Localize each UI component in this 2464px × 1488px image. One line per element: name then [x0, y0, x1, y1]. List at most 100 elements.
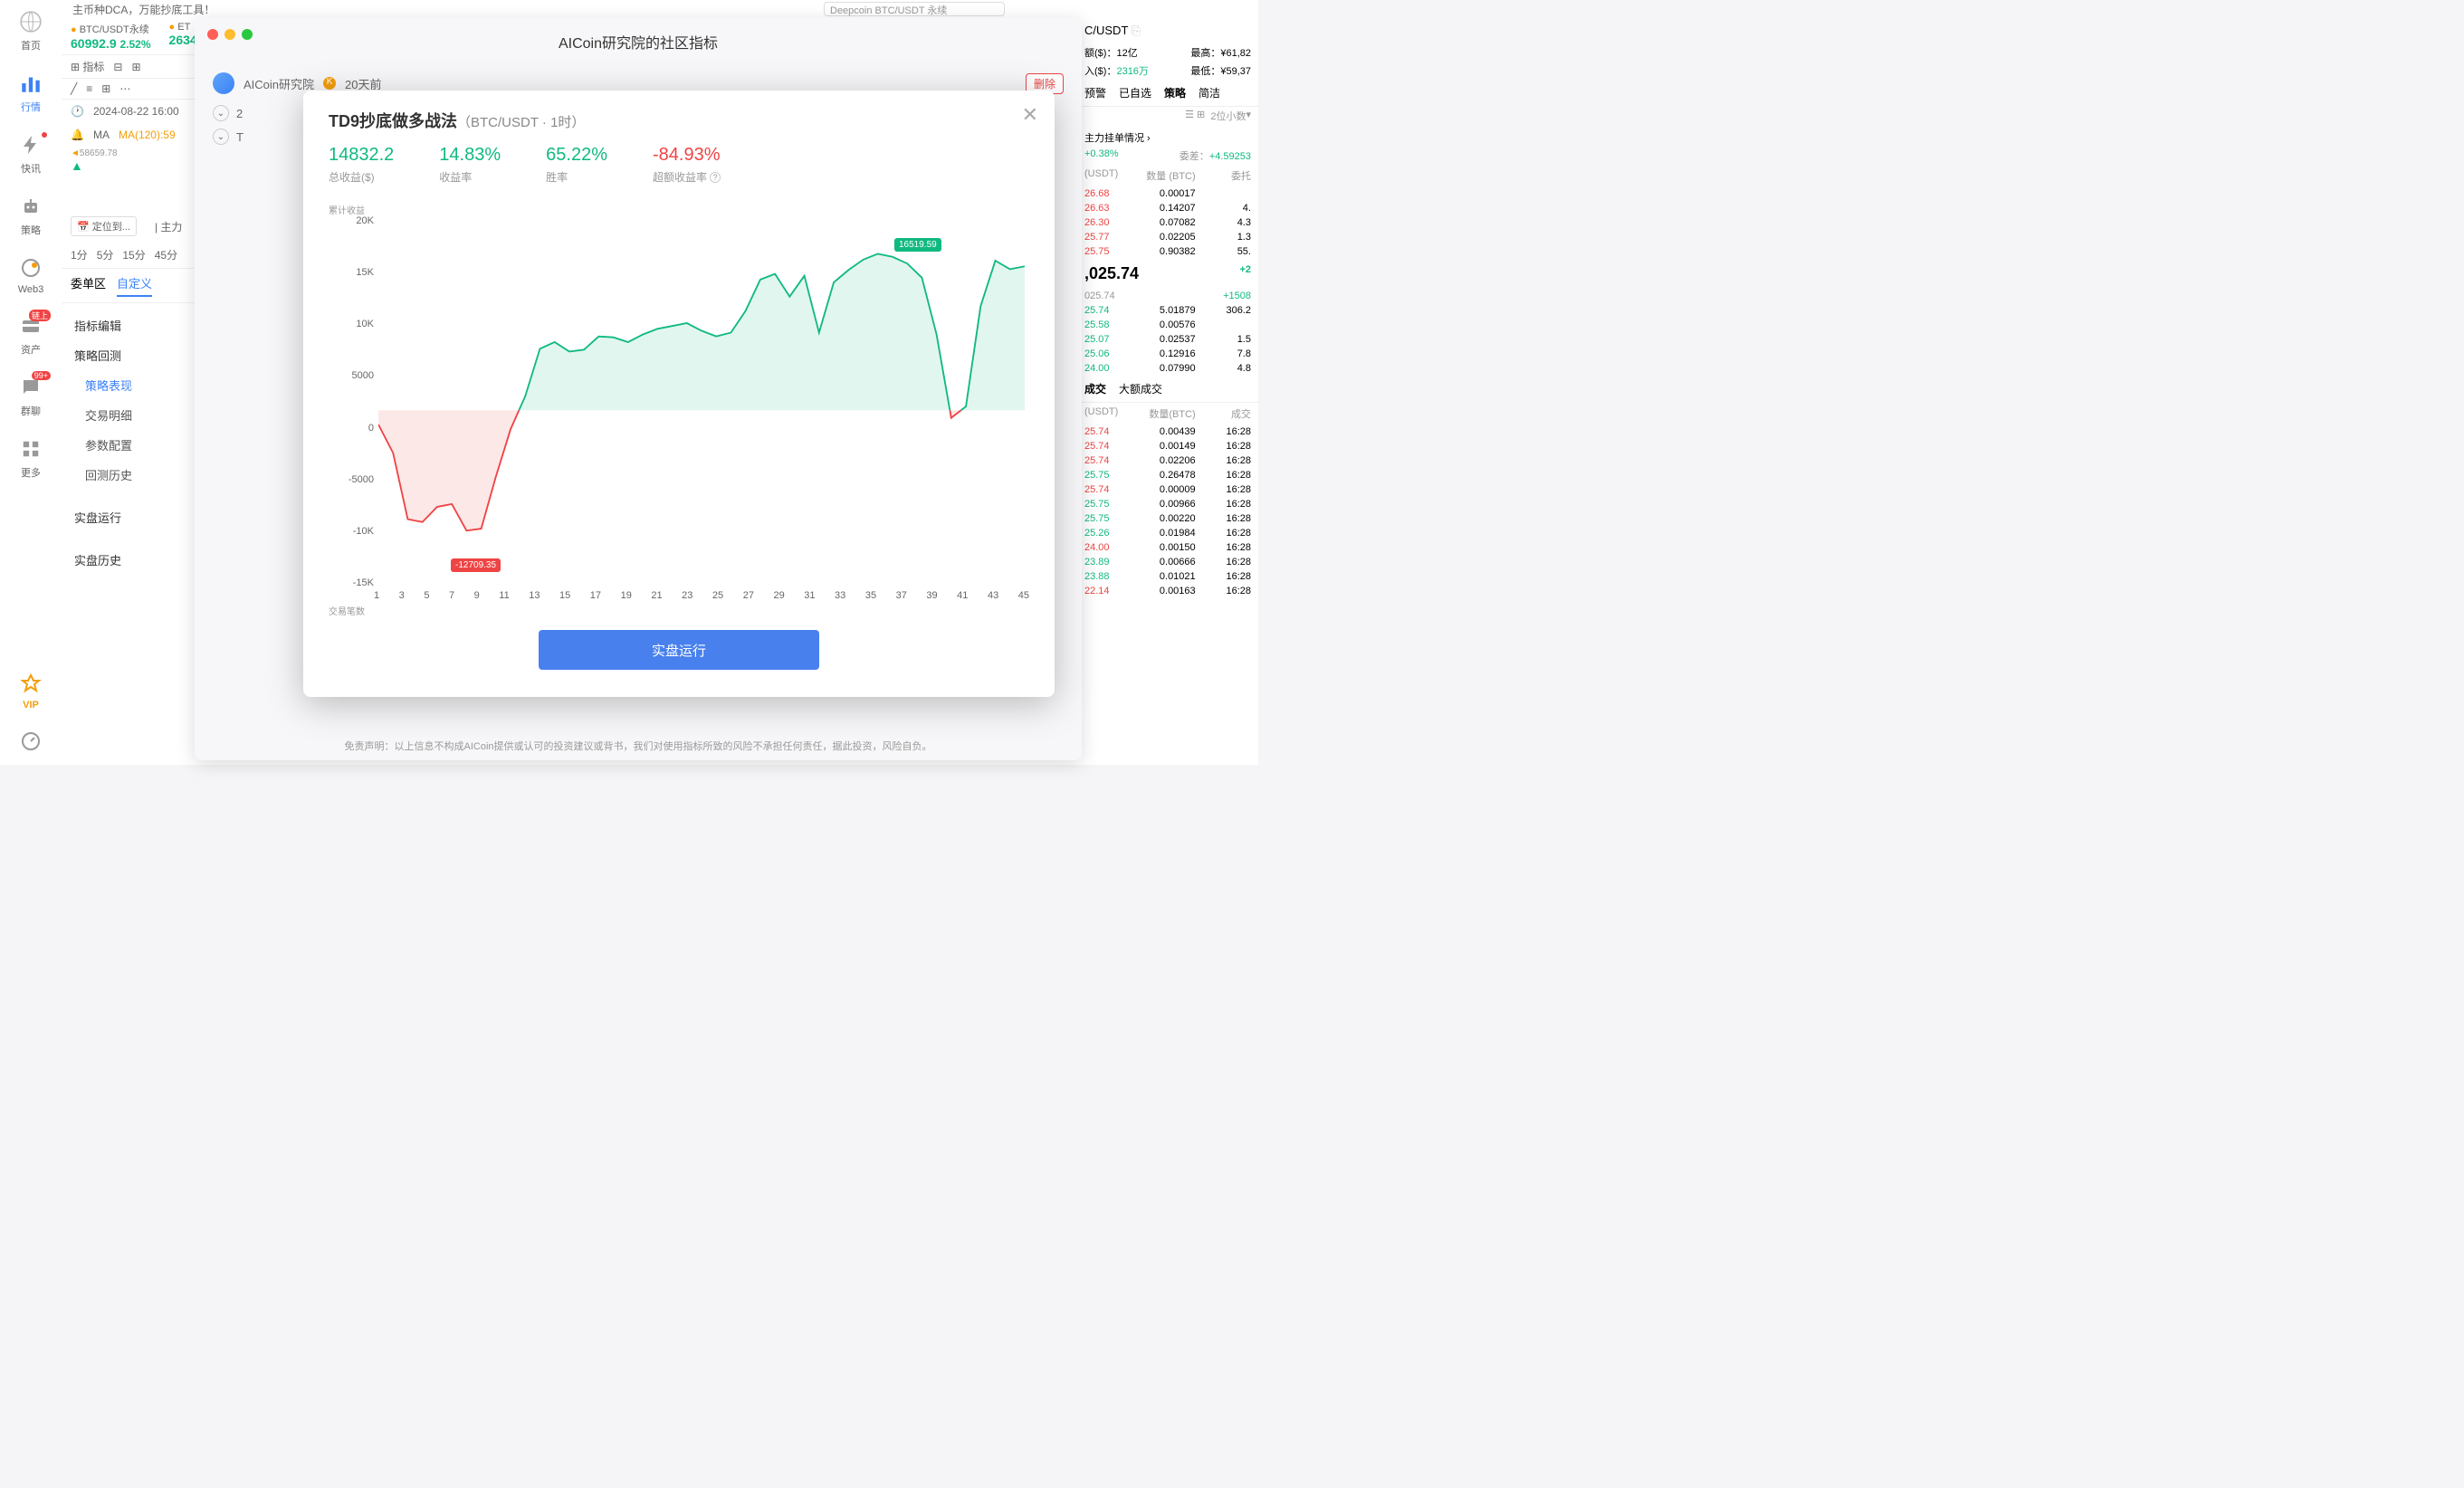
bid-row[interactable]: 25.060.129167.8: [1077, 347, 1258, 361]
badge: 99+: [32, 371, 51, 380]
chevron-down-icon[interactable]: ⌄: [213, 105, 229, 121]
bid-row[interactable]: 25.580.00576: [1077, 318, 1258, 332]
modal-stats: 14832.2总收益($)14.83%收益率65.22%胜率-84.93%超额收…: [329, 145, 1029, 185]
row-label: T: [236, 130, 244, 144]
verified-icon: K: [323, 77, 336, 90]
y-tick: 15K: [356, 267, 374, 278]
tf-15m[interactable]: 15分: [122, 247, 145, 262]
line-icon[interactable]: ╱: [71, 82, 77, 95]
pair-name: ● BTC/USDT永续: [71, 22, 151, 36]
y-title: 累计收益: [329, 203, 365, 216]
y-tick: 5000: [352, 370, 374, 381]
sidebar-news[interactable]: 快讯: [0, 132, 62, 176]
x-tick: 3: [399, 590, 405, 601]
sidebar-assets[interactable]: 链上 资产: [0, 313, 62, 357]
x-tick: 11: [499, 590, 509, 601]
sidebar-market[interactable]: 行情: [0, 71, 62, 114]
window-controls: [195, 18, 265, 51]
stat-col: 14832.2总收益($): [329, 145, 394, 185]
vip-label: VIP: [23, 700, 39, 711]
orderbook: (USDT)数量 (BTC)委托 26.680.0001726.630.1420…: [1077, 165, 1258, 376]
plus-icon[interactable]: ⊞: [101, 82, 110, 95]
sidebar-settings[interactable]: [0, 729, 62, 754]
indicator-icon[interactable]: ⊞ 指标: [71, 59, 104, 74]
sidebar-strategy[interactable]: 策略: [0, 194, 62, 237]
tab-trades[interactable]: 成交: [1084, 381, 1106, 396]
x-tick: 19: [621, 590, 632, 601]
gauge-icon: [18, 729, 43, 754]
sidebar-web3[interactable]: Web3: [0, 255, 62, 295]
y-tick: 20K: [356, 215, 374, 226]
sidebar-more[interactable]: 更多: [0, 436, 62, 480]
chart-area: 累计收益 20K15K10K50000-5000-10K-15K 交易笔数 13…: [329, 203, 1029, 619]
ask-row[interactable]: 26.300.070824.3: [1077, 215, 1258, 230]
trade-row: 25.740.0220616:28: [1077, 453, 1258, 468]
avatar: [213, 72, 234, 94]
tab-fav[interactable]: 已自选: [1119, 85, 1151, 100]
tf-5m[interactable]: 5分: [97, 247, 114, 262]
locate-btn[interactable]: 📅 定位到...: [71, 216, 137, 236]
strategy-modal: ✕ TD9抄底做多战法（BTC/USDT · 1时） 14832.2总收益($)…: [303, 91, 1055, 697]
chart-svg: [378, 221, 1025, 552]
tab-order[interactable]: 委单区: [71, 274, 106, 297]
chevron-down-icon[interactable]: ⌄: [213, 129, 229, 145]
tab-custom[interactable]: 自定义: [117, 274, 152, 297]
x-tick: 35: [865, 590, 876, 601]
close-icon[interactable]: ✕: [1022, 103, 1038, 127]
tf-45m[interactable]: 45分: [155, 247, 177, 262]
trade-row: 24.000.0015016:28: [1077, 540, 1258, 555]
pair-eth[interactable]: ● ET 2634: [169, 22, 197, 51]
sidebar-home[interactable]: 首页: [0, 9, 62, 52]
copy-icon[interactable]: ⎘: [1132, 24, 1141, 37]
tab-strategy[interactable]: 策略: [1164, 85, 1186, 100]
globe-icon: [18, 9, 43, 34]
sidebar-label: 快讯: [21, 161, 41, 176]
right-pair: C/USDT ⎘: [1077, 18, 1258, 43]
ask-row[interactable]: 25.770.022051.3: [1077, 230, 1258, 244]
tf-1m[interactable]: 1分: [71, 247, 88, 262]
bid-row[interactable]: 25.745.01879306.2: [1077, 303, 1258, 318]
sidebar-chat[interactable]: 99+ 群聊: [0, 375, 62, 418]
vip-icon: [18, 671, 43, 696]
tab-simple[interactable]: 简洁: [1199, 85, 1220, 100]
pair-btc[interactable]: ● BTC/USDT永续 60992.9 2.52%: [71, 22, 151, 51]
ask-row[interactable]: 26.680.00017: [1077, 186, 1258, 201]
min-tag: -12709.35: [451, 558, 501, 572]
disclaimer: 免责声明：以上信息不构成AICoin提供或认可的投资建议或背书，我们对使用指标所…: [195, 739, 1082, 753]
dots-icon[interactable]: ⋯: [119, 82, 130, 95]
minimize-icon[interactable]: [224, 29, 235, 40]
clock-icon: 🕐: [71, 105, 84, 118]
x-tick: 33: [835, 590, 845, 601]
ask-row[interactable]: 25.750.9038255.: [1077, 244, 1258, 259]
x-tick: 27: [743, 590, 754, 601]
search-input[interactable]: Deepcoin BTC/USDT 永续: [824, 2, 1005, 16]
grid-icon[interactable]: ⊞: [131, 61, 140, 73]
stat-col: 65.22%胜率: [546, 145, 607, 185]
x-tick: 7: [449, 590, 454, 601]
list-icon: ☰ ⊞: [1185, 109, 1205, 123]
x-title: 交易笔数: [329, 604, 365, 617]
hline-icon[interactable]: ≡: [86, 82, 92, 95]
right-vol: 额($)：12亿最高：¥61,82: [1077, 43, 1258, 62]
x-tick: 45: [1018, 590, 1029, 601]
sidebar-vip[interactable]: VIP: [0, 671, 62, 711]
ma-label: MA: [93, 129, 110, 141]
run-button[interactable]: 实盘运行: [539, 630, 819, 670]
maximize-icon[interactable]: [242, 29, 253, 40]
depth-title[interactable]: 主力挂单情况 ›: [1077, 125, 1258, 147]
bid-row[interactable]: 24.000.079904.8: [1077, 361, 1258, 376]
layout-icon[interactable]: ⊟: [113, 61, 122, 73]
tab-alert[interactable]: 预警: [1084, 85, 1106, 100]
decimal-select[interactable]: ☰ ⊞ 2位小数 ▾: [1077, 107, 1258, 125]
trade-row: 25.740.0014916:28: [1077, 439, 1258, 453]
author-name: AICoin研究院: [244, 75, 314, 92]
x-tick: 41: [957, 590, 968, 601]
stat-label: 胜率: [546, 169, 607, 185]
tab-big-trades[interactable]: 大额成交: [1119, 381, 1162, 396]
info-icon[interactable]: ?: [710, 172, 721, 183]
bid-row[interactable]: 25.070.025371.5: [1077, 332, 1258, 347]
ask-row[interactable]: 26.630.142074.: [1077, 201, 1258, 215]
close-icon[interactable]: [207, 29, 218, 40]
web3-icon: [18, 255, 43, 281]
robot-icon: [18, 194, 43, 219]
